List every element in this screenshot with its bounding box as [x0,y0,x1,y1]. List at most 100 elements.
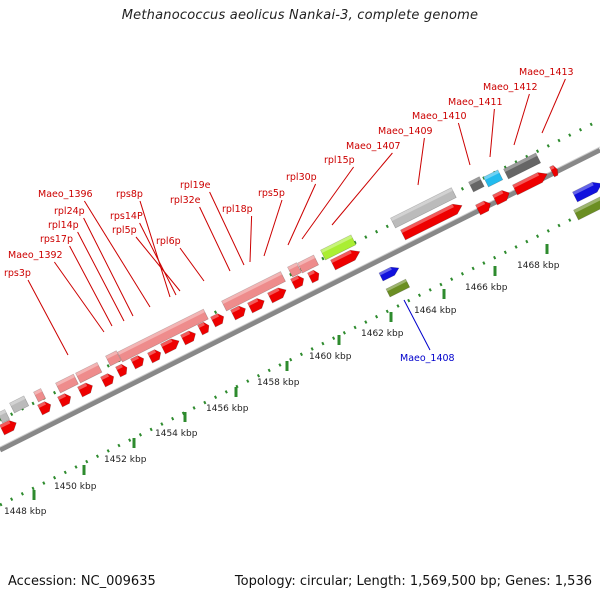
gene-arrow[interactable] [100,372,117,388]
gene-label[interactable]: rpl14p [48,220,79,231]
gene-label[interactable]: rpl5p [112,225,137,236]
gene-arrow[interactable] [230,304,248,321]
gene-box-shape [117,308,209,363]
gene-box[interactable] [287,262,302,278]
gene-box[interactable] [468,176,485,193]
gene-box[interactable] [75,361,103,384]
gene-label[interactable]: rpl19e [180,180,211,191]
gene-label[interactable]: Maeo_1396 [38,189,93,200]
label-leader-line [179,247,205,282]
gene-box[interactable] [390,187,457,229]
gene-arrow[interactable] [290,274,307,290]
gene-box[interactable] [0,409,11,424]
label-leader-line [301,166,355,240]
gene-label[interactable]: rps14P [110,211,143,222]
gene-box-highlight [0,409,7,417]
gene-arrow-shape [180,330,196,346]
gene-box-highlight [33,388,43,396]
gene-label[interactable]: rpl18p [222,204,253,215]
label-leader-line [249,215,253,263]
gene-arrow-highlight [210,313,219,321]
gene-arrow-blue[interactable] [572,179,600,203]
gene-box[interactable] [33,388,47,403]
gene-arrow[interactable] [57,392,74,408]
gene-label[interactable]: Maeo_1410 [412,111,467,122]
gene-arrow[interactable] [160,336,182,355]
gene-label[interactable]: Maeo_1407 [346,141,401,152]
gene-box-olive[interactable] [573,196,600,221]
gene-arrow[interactable] [115,363,130,378]
gene-box-olive-highlight [385,279,407,292]
gene-label[interactable]: rpl24p [54,206,85,217]
gene-label[interactable]: Maeo_1411 [448,97,503,108]
gene-arrow[interactable] [475,199,493,216]
gene-box[interactable] [221,271,286,312]
gene-label[interactable]: rpl15p [324,155,355,166]
gene-arrow-highlight [100,373,109,381]
gene-arrow[interactable] [77,381,95,398]
gene-arrow-shape [57,393,72,408]
gene-label[interactable]: Maeo_1413 [519,67,574,78]
gene-box[interactable] [117,308,209,363]
gene-box-highlight [55,374,75,387]
gene-arrow-highlight [180,331,191,339]
gene-arrow[interactable] [307,269,322,284]
gene-arrow[interactable] [0,418,19,436]
ruler-label: 1448 kbp [4,507,47,517]
gene-label[interactable]: rps5p [258,188,285,199]
gene-label[interactable]: Maeo_1412 [483,82,538,93]
gene-box[interactable] [320,234,357,261]
gene-box[interactable] [503,152,542,180]
label-leader-line [541,78,566,134]
gene-arrow-blue-shape [378,266,400,282]
gene-label[interactable]: Maeo_1409 [378,126,433,137]
gene-arrow-shape [0,420,17,436]
gene-box-highlight [503,152,538,173]
gene-arrow-highlight [115,364,123,371]
gene-arrow[interactable] [267,285,289,304]
gene-box-highlight [468,176,481,186]
gene-arrow-highlight [492,190,504,199]
gene-arrow[interactable] [147,348,164,364]
gene-label[interactable]: rps8p [116,189,143,200]
ruler-label: 1458 kbp [257,378,300,388]
gene-box-highlight [117,309,205,356]
tick-row-lower [0,203,600,507]
gene-box-shape [0,409,11,424]
gene-label[interactable]: rpl30p [286,172,317,183]
gene-arrow[interactable] [492,188,512,206]
gene-arrow[interactable] [37,400,54,416]
accession-text: Accession: NC_009635 [8,574,156,589]
gene-arrow-shape [330,249,361,271]
gene-label[interactable]: Maeo_1408 [400,353,455,364]
gene-arrow-shape [492,190,510,206]
gene-arrow-highlight [0,420,11,429]
gene-arrow[interactable] [180,329,198,346]
gene-arrow[interactable] [549,164,560,178]
gene-box[interactable] [297,254,319,274]
label-leader-line [83,217,134,317]
gene-arrow[interactable] [130,354,147,370]
gene-box-olive[interactable] [385,278,411,298]
gene-arrow-blue[interactable] [378,264,401,282]
gene-arrow[interactable] [210,312,227,328]
gene-label[interactable]: Maeo_1392 [8,250,63,261]
gene-arrow[interactable] [330,247,363,271]
gene-arrow[interactable] [512,169,550,196]
gene-label[interactable]: rps17p [40,234,73,245]
gene-label[interactable]: rps3p [4,268,31,279]
gene-box[interactable] [55,373,79,394]
gene-box[interactable] [9,395,30,414]
gene-label[interactable]: rpl32e [170,195,201,206]
gene-arrow[interactable] [197,321,212,336]
gene-label[interactable]: rpl6p [156,236,181,247]
ruler-label: 1460 kbp [309,352,352,362]
gene-box[interactable] [483,169,504,188]
gene-arrow-shape [549,164,559,178]
gene-arrow-highlight [290,275,299,283]
gene-arrow[interactable] [400,201,465,241]
gene-box[interactable] [105,350,122,367]
gene-arrow[interactable] [247,296,267,314]
label-leader-line [403,299,431,351]
gene-box-shape [468,176,485,193]
